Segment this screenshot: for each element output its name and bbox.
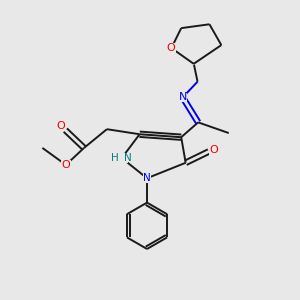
Text: O: O [56, 121, 65, 130]
Bar [61, 160, 70, 170]
Text: O: O [210, 145, 219, 155]
Bar [166, 43, 176, 53]
Bar [56, 122, 66, 131]
Text: N: N [178, 92, 187, 102]
Text: N: N [124, 153, 132, 163]
Bar [142, 174, 152, 183]
Text: N: N [143, 173, 151, 183]
Bar [209, 145, 219, 155]
Bar [178, 93, 188, 102]
Text: H: H [111, 153, 119, 163]
Text: O: O [167, 43, 175, 53]
Bar [115, 153, 128, 163]
Text: O: O [61, 160, 70, 170]
